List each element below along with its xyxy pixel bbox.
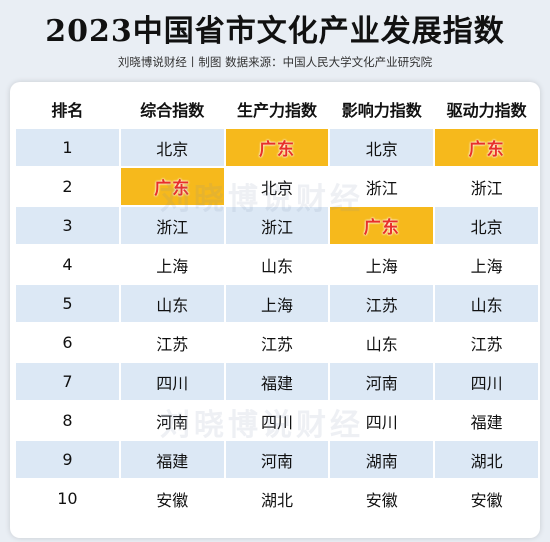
- cell-rank: 3: [16, 207, 119, 244]
- header-rank: 排名: [16, 90, 119, 127]
- cell-drive: 山东: [435, 285, 538, 322]
- ranking-table: 排名 综合指数 生产力指数 影响力指数 驱动力指数 1 北京 广东 北京 广东 2 广东 北京…: [14, 88, 540, 519]
- cell-productivity: 山东: [225, 246, 329, 283]
- cell-overall: 河南: [120, 402, 224, 439]
- cell-drive: 上海: [435, 246, 538, 283]
- cell-influence: 江苏: [330, 285, 434, 322]
- cell-overall: 四川: [120, 363, 224, 400]
- cell-drive: 福建: [435, 402, 538, 439]
- header-productivity-index: 生产力指数: [225, 90, 329, 127]
- cell-rank: 2: [16, 168, 119, 205]
- cell-drive: 江苏: [435, 324, 538, 361]
- cell-drive: 浙江: [435, 168, 538, 205]
- table-row: 3 浙江 浙江 广东 北京: [16, 207, 538, 244]
- header-drive-index: 驱动力指数: [435, 90, 538, 127]
- header-influence-index: 影响力指数: [330, 90, 434, 127]
- table-row: 7 四川 福建 河南 四川: [16, 363, 538, 400]
- cell-rank: 8: [16, 402, 119, 439]
- cell-productivity: 上海: [225, 285, 329, 322]
- cell-rank: 9: [16, 441, 119, 478]
- table-row: 8 河南 四川 四川 福建: [16, 402, 538, 439]
- cell-influence: 浙江: [330, 168, 434, 205]
- cell-rank: 7: [16, 363, 119, 400]
- table-row: 2 广东 北京 浙江 浙江: [16, 168, 538, 205]
- cell-overall: 安徽: [120, 480, 224, 517]
- cell-productivity: 河南: [225, 441, 329, 478]
- table-row: 4 上海 山东 上海 上海: [16, 246, 538, 283]
- cell-overall: 山东: [120, 285, 224, 322]
- table-row: 5 山东 上海 江苏 山东: [16, 285, 538, 322]
- cell-overall: 上海: [120, 246, 224, 283]
- cell-productivity: 广东: [225, 129, 329, 166]
- cell-influence: 山东: [330, 324, 434, 361]
- table-row: 9 福建 河南 湖南 湖北: [16, 441, 538, 478]
- cell-overall: 江苏: [120, 324, 224, 361]
- cell-overall: 北京: [120, 129, 224, 166]
- page-title: 2023中国省市文化产业发展指数: [45, 14, 505, 49]
- cell-drive: 四川: [435, 363, 538, 400]
- header-overall-index: 综合指数: [120, 90, 224, 127]
- cell-productivity: 四川: [225, 402, 329, 439]
- table-row: 10 安徽 湖北 安徽 安徽: [16, 480, 538, 517]
- cell-influence: 安徽: [330, 480, 434, 517]
- cell-overall: 浙江: [120, 207, 224, 244]
- cell-productivity: 福建: [225, 363, 329, 400]
- cell-drive: 广东: [435, 129, 538, 166]
- cell-influence: 河南: [330, 363, 434, 400]
- page-subtitle: 刘晓博说财经丨制图 数据来源：中国人民大学文化产业研究院: [117, 55, 433, 69]
- table-row: 6 江苏 江苏 山东 江苏: [16, 324, 538, 361]
- cell-influence: 广东: [330, 207, 434, 244]
- cell-productivity: 湖北: [225, 480, 329, 517]
- ranking-table-card: 排名 综合指数 生产力指数 影响力指数 驱动力指数 1 北京 广东 北京 广东 2 广东 北京…: [10, 82, 540, 538]
- cell-influence: 四川: [330, 402, 434, 439]
- cell-drive: 北京: [435, 207, 538, 244]
- table-header-row: 排名 综合指数 生产力指数 影响力指数 驱动力指数: [16, 90, 538, 127]
- cell-influence: 上海: [330, 246, 434, 283]
- cell-rank: 1: [16, 129, 119, 166]
- cell-influence: 北京: [330, 129, 434, 166]
- table-row: 1 北京 广东 北京 广东: [16, 129, 538, 166]
- cell-rank: 6: [16, 324, 119, 361]
- cell-drive: 湖北: [435, 441, 538, 478]
- cell-drive: 安徽: [435, 480, 538, 517]
- cell-productivity: 浙江: [225, 207, 329, 244]
- cell-overall: 广东: [120, 168, 224, 205]
- cell-rank: 10: [16, 480, 119, 517]
- cell-overall: 福建: [120, 441, 224, 478]
- cell-rank: 5: [16, 285, 119, 322]
- cell-productivity: 北京: [225, 168, 329, 205]
- cell-influence: 湖南: [330, 441, 434, 478]
- cell-productivity: 江苏: [225, 324, 329, 361]
- cell-rank: 4: [16, 246, 119, 283]
